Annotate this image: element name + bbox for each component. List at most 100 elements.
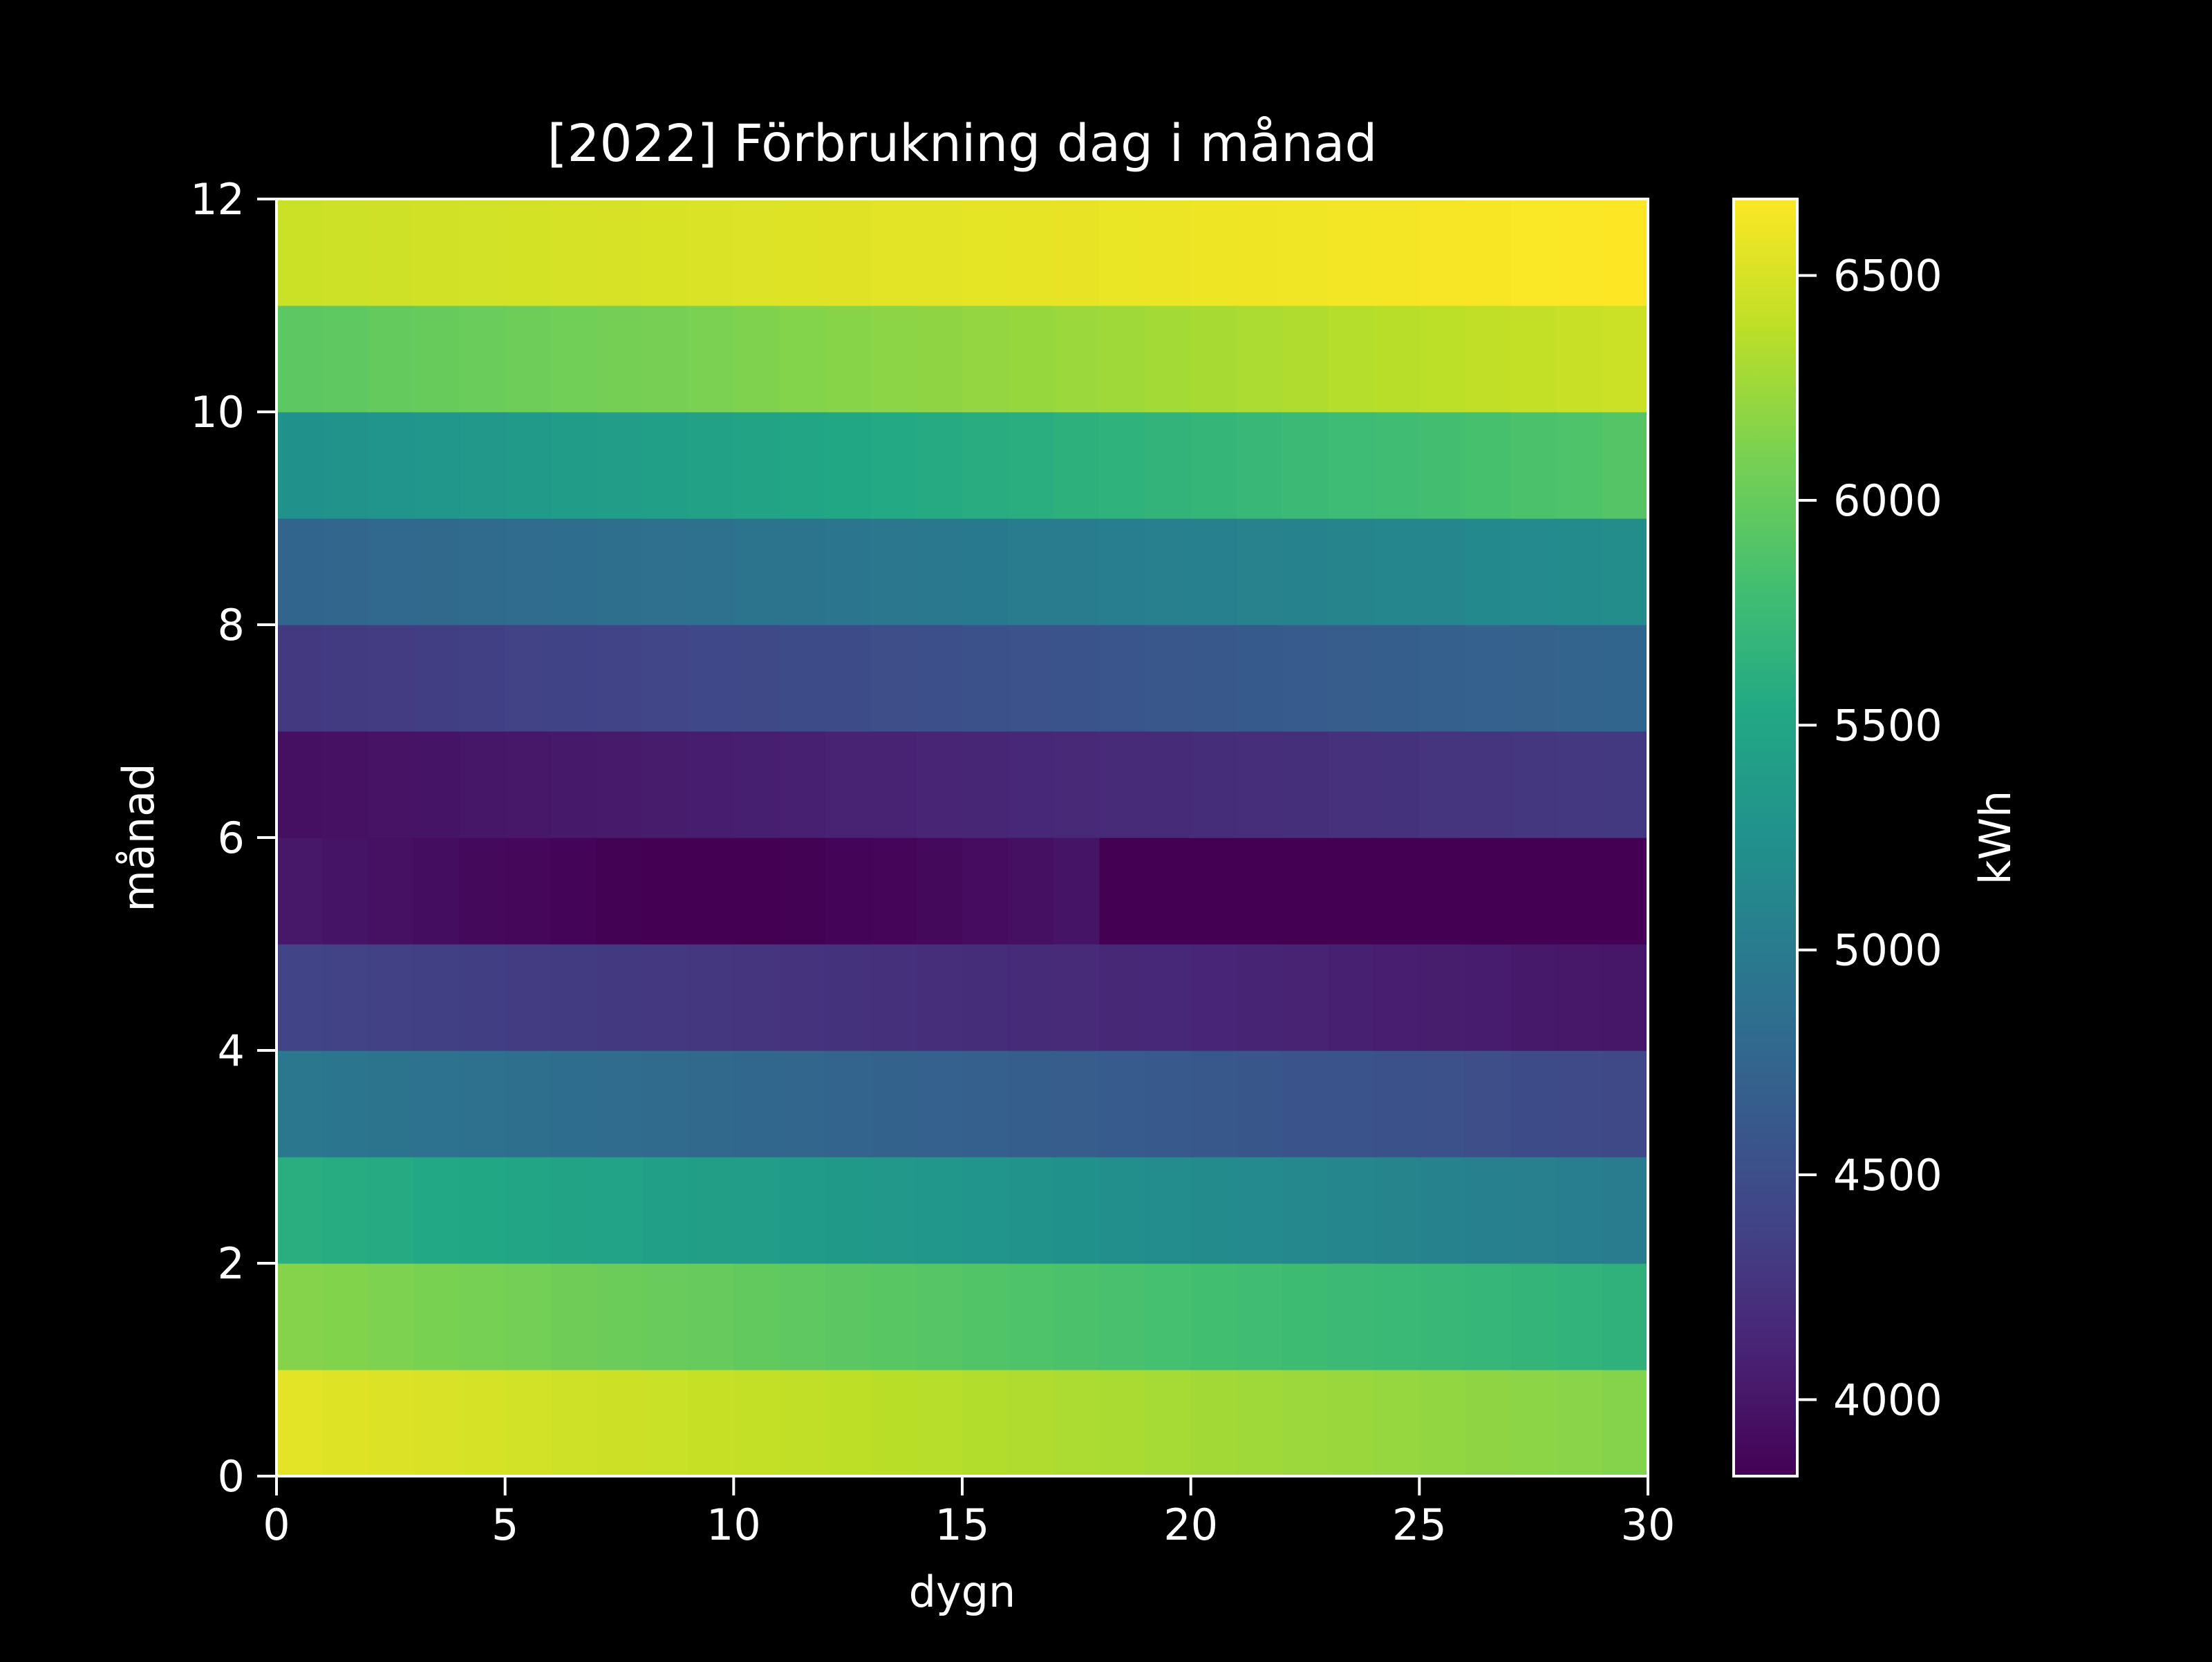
heatmap-cell xyxy=(916,199,963,306)
heatmap-cell xyxy=(505,1370,552,1477)
heatmap-cell xyxy=(962,518,1009,625)
heatmap-cell xyxy=(870,838,917,945)
heatmap-cell xyxy=(825,199,872,306)
heatmap-cell xyxy=(276,838,323,945)
heatmap-cell xyxy=(962,1370,1009,1477)
colorbar-frame xyxy=(1732,198,1799,1477)
heatmap-cell xyxy=(688,944,734,1051)
heatmap-cell xyxy=(1374,518,1420,625)
heatmap-cell xyxy=(1465,1050,1512,1158)
x-tick-label: 25 xyxy=(1392,1500,1447,1550)
heatmap-cell xyxy=(1556,412,1603,519)
heatmap-cell xyxy=(276,1050,323,1158)
heatmap-cell xyxy=(550,199,597,306)
heatmap-cell xyxy=(1145,305,1192,413)
heatmap-cell xyxy=(1374,944,1420,1051)
heatmap-cell xyxy=(1419,944,1466,1051)
heatmap-cell xyxy=(1465,838,1512,945)
heatmap-cell xyxy=(1510,518,1557,625)
heatmap-cell xyxy=(1328,305,1374,413)
heatmap-cell xyxy=(642,1050,688,1158)
y-axis-label: månad xyxy=(113,763,164,912)
heatmap-cell xyxy=(1419,305,1466,413)
colorbar-tick-label: 5000 xyxy=(1833,925,1942,976)
heatmap-cell xyxy=(962,1157,1009,1264)
heatmap-cell xyxy=(413,944,460,1051)
heatmap-cell xyxy=(1282,1370,1329,1477)
heatmap-cells xyxy=(276,199,1649,1477)
heatmap-cell xyxy=(1190,625,1237,732)
heatmap-cell xyxy=(1374,305,1420,413)
heatmap-cell xyxy=(1008,305,1054,413)
heatmap-cell xyxy=(688,838,734,945)
heatmap-cell xyxy=(505,1263,552,1370)
heatmap-cell xyxy=(1099,412,1146,519)
heatmap-cell xyxy=(962,199,1009,306)
heatmap-cell xyxy=(1236,518,1283,625)
heatmap-cell xyxy=(596,625,643,732)
heatmap-cell xyxy=(1419,1263,1466,1370)
heatmap-cell xyxy=(596,1263,643,1370)
heatmap-cell xyxy=(596,412,643,519)
heatmap-cell xyxy=(1145,625,1192,732)
x-tick-label: 30 xyxy=(1621,1500,1676,1550)
heatmap-cell xyxy=(1602,412,1649,519)
heatmap-cell xyxy=(1374,199,1420,306)
heatmap-cell xyxy=(322,1157,368,1264)
heatmap-cell xyxy=(276,944,323,1051)
heatmap-cell xyxy=(1602,944,1649,1051)
heatmap-cell xyxy=(1099,199,1146,306)
x-axis-label: dygn xyxy=(909,1567,1016,1617)
x-tick-label: 15 xyxy=(935,1500,990,1550)
heatmap-cell xyxy=(916,944,963,1051)
heatmap-cell xyxy=(870,199,917,306)
heatmap-cell xyxy=(779,305,826,413)
heatmap-cell xyxy=(1282,412,1329,519)
heatmap-cell xyxy=(916,625,963,732)
heatmap-cell xyxy=(1236,305,1283,413)
heatmap-cell xyxy=(1419,1370,1466,1477)
x-tick-label: 20 xyxy=(1163,1500,1218,1550)
x-tick-label: 10 xyxy=(706,1500,761,1550)
heatmap-cell xyxy=(825,518,872,625)
heatmap-cell xyxy=(322,944,368,1051)
heatmap-cell xyxy=(505,838,552,945)
heatmap-cell xyxy=(1556,944,1603,1051)
heatmap-cell xyxy=(642,838,688,945)
heatmap-cell xyxy=(916,305,963,413)
heatmap-cell xyxy=(1328,412,1374,519)
heatmap-cell xyxy=(505,518,552,625)
heatmap-cell xyxy=(276,412,323,519)
heatmap-cell xyxy=(550,944,597,1051)
heatmap-cell xyxy=(276,625,323,732)
heatmap-cell xyxy=(870,1157,917,1264)
heatmap-cell xyxy=(1556,625,1603,732)
heatmap-cell xyxy=(870,412,917,519)
heatmap-cell xyxy=(688,625,734,732)
heatmap-cell xyxy=(1053,305,1100,413)
heatmap-cell xyxy=(733,518,780,625)
heatmap-cell xyxy=(1145,1370,1192,1477)
heatmap-cell xyxy=(733,1157,780,1264)
heatmap-cell xyxy=(459,1050,506,1158)
heatmap-cell xyxy=(1099,1263,1146,1370)
heatmap-cell xyxy=(1190,1370,1237,1477)
heatmap-cell xyxy=(1053,412,1100,519)
heatmap-cell xyxy=(1328,944,1374,1051)
heatmap-cell xyxy=(1510,305,1557,413)
heatmap-cell xyxy=(916,518,963,625)
heatmap-cell xyxy=(1510,1263,1557,1370)
heatmap-cell xyxy=(870,1050,917,1158)
heatmap-cell xyxy=(276,1157,323,1264)
heatmap-cell xyxy=(688,1263,734,1370)
heatmap-cell xyxy=(505,625,552,732)
heatmap-cell xyxy=(870,731,917,838)
heatmap-cell xyxy=(1099,731,1146,838)
heatmap-cell xyxy=(1145,518,1192,625)
heatmap-cell xyxy=(825,1157,872,1264)
heatmap-cell xyxy=(1282,305,1329,413)
heatmap-cell xyxy=(1556,305,1603,413)
heatmap-cell xyxy=(550,1370,597,1477)
heatmap-cell xyxy=(459,944,506,1051)
heatmap-cell xyxy=(962,625,1009,732)
